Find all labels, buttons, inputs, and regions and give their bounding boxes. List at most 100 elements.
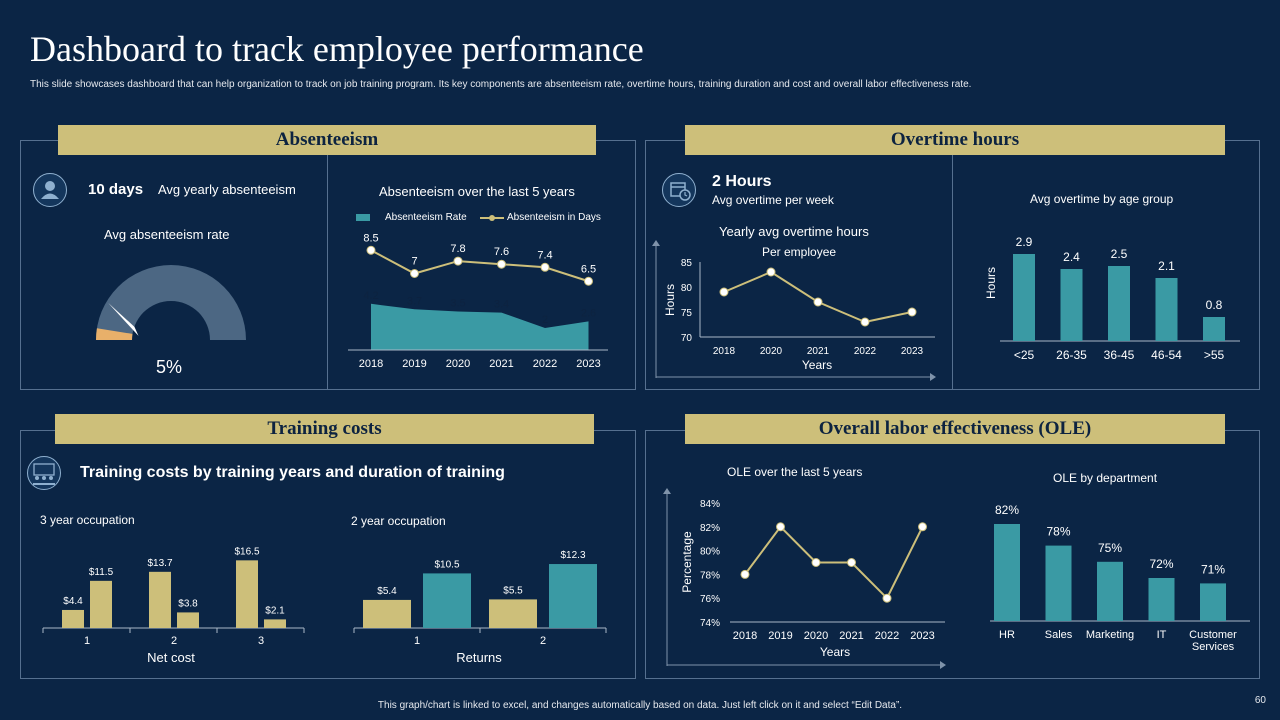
age-bar <box>1203 317 1225 341</box>
age-bar <box>1060 269 1083 341</box>
department-bar <box>1148 578 1175 621</box>
bar-data-label: $3.8 <box>178 598 198 609</box>
page-subtitle: This slide showcases dashboard that can … <box>30 79 972 90</box>
net-cost-chart: $4.4 $11.5 1 $13.7 $3.8 2 $16.5 $2.1 3 Net cost <box>42 546 305 665</box>
absenteeism-chart: 4.2 3.7 3.5 3.4 2 2.6 8.5 7 7.8 7.6 7.4 6.5 2018 2019… <box>348 232 608 370</box>
department-tick-label: HR <box>999 629 1015 641</box>
group-tick-label: 3 <box>258 635 264 647</box>
gauge-needle <box>108 302 139 336</box>
age-bar <box>1108 266 1130 341</box>
absenteeism-banner: Absenteeism <box>58 125 596 155</box>
ole-point <box>740 569 750 579</box>
year-tick-label: 2021 <box>489 358 513 370</box>
training-heading: Training costs by training years and dur… <box>80 464 505 481</box>
group-tick-label: 1 <box>84 635 90 647</box>
absenteeism-days-line <box>370 249 589 283</box>
overtime-bar-title: Avg overtime by age group <box>1030 192 1174 206</box>
days-data-label: 6.5 <box>581 263 596 275</box>
overtime-point <box>766 267 776 277</box>
year-tick-label: 2020 <box>760 346 783 357</box>
y-tick-label: 84% <box>700 499 720 510</box>
rate-data-label: 3.5 <box>450 298 465 310</box>
cost-bar <box>489 599 537 628</box>
bar-data-label: $16.5 <box>234 546 259 557</box>
days-point <box>584 276 593 286</box>
page-title: Dashboard to track employee performance <box>30 29 644 69</box>
department-bar <box>994 524 1020 621</box>
year-tick-label: 2022 <box>875 630 899 642</box>
y-tick-label: 82% <box>700 523 720 534</box>
year-tick-label: 2022 <box>854 346 877 357</box>
year-tick-label: 2019 <box>768 630 792 642</box>
ole-point <box>776 522 785 532</box>
age-tick-label: 26-35 <box>1056 348 1087 362</box>
net-cost-title: 3 year occupation <box>40 513 135 527</box>
department-bar <box>1045 545 1072 621</box>
days-point <box>540 262 550 272</box>
age-tick-label: 36-45 <box>1104 348 1135 362</box>
y-tick-label: 74% <box>700 618 720 629</box>
ole-bar-chart: 82% HR 78% Sales 75% Marketing 72% IT 71% Custome… <box>990 503 1250 653</box>
bar-data-label: $10.5 <box>434 559 459 570</box>
days-data-label: 8.5 <box>363 232 378 244</box>
year-tick-label: 2023 <box>576 358 600 370</box>
bar-data-label: $5.5 <box>503 585 523 596</box>
bar-data-label: 75% <box>1098 541 1122 555</box>
age-tick-label: <25 <box>1014 348 1035 362</box>
cost-bar <box>423 573 471 628</box>
ole-banner: Overall labor effectiveness (OLE) <box>685 414 1225 444</box>
training-banner: Training costs <box>55 414 594 444</box>
cost-bar <box>363 599 411 628</box>
cost-bar <box>177 612 199 628</box>
year-tick-label: 2019 <box>402 358 426 370</box>
rate-data-label: 2.6 <box>581 307 596 319</box>
bar-data-label: 2.5 <box>1111 247 1128 261</box>
absenteeism-divider <box>327 141 328 389</box>
department-tick-label: Customer <box>1189 629 1237 641</box>
bar-data-label: 82% <box>995 503 1019 517</box>
absenteeism-kpi-value: 10 days <box>88 181 144 198</box>
y-axis-arrowhead <box>663 488 671 494</box>
year-tick-label: 2021 <box>839 630 863 642</box>
calendar-clock-icon <box>662 173 696 207</box>
x-axis-title: Years <box>820 645 850 659</box>
bar-data-label: 2.4 <box>1063 250 1080 264</box>
overtime-line <box>723 270 913 324</box>
y-tick-label: 75 <box>681 308 693 319</box>
y-axis-title: Percentage <box>680 531 694 593</box>
year-tick-label: 2020 <box>446 358 470 370</box>
x-axis-title: Years <box>802 358 832 372</box>
footer-note: This graph/chart is linked to excel, and… <box>377 700 903 711</box>
bar-data-label: $5.4 <box>377 586 397 597</box>
bar-data-label: $4.4 <box>63 596 83 607</box>
legend-days-swatch <box>480 215 504 221</box>
days-data-label: 7.4 <box>537 249 552 261</box>
gauge-label: Avg absenteeism rate <box>104 227 230 242</box>
x-axis-title: Net cost <box>147 650 195 665</box>
absenteeism-chart-title: Absenteeism over the last 5 years <box>379 184 575 199</box>
y-tick-label: 76% <box>700 594 720 605</box>
year-tick-label: 2023 <box>910 630 934 642</box>
year-tick-label: 2020 <box>804 630 828 642</box>
age-bar <box>1013 254 1035 341</box>
ole-line <box>744 525 924 600</box>
overtime-kpi-value: 2 Hours <box>712 173 772 190</box>
group-tick-label: 2 <box>171 635 177 647</box>
bar-data-label: 0.8 <box>1206 298 1223 312</box>
legend-rate-label: Absenteeism Rate <box>385 212 467 223</box>
legend-days-label: Absenteeism in Days <box>507 212 601 223</box>
group-tick-label: 1 <box>414 635 420 647</box>
days-point <box>410 269 419 278</box>
cost-bar <box>236 560 258 628</box>
x-axis-arrowhead <box>940 661 946 669</box>
returns-chart: $5.4 $10.5 1 $5.5 $12.3 2 Returns <box>353 550 607 665</box>
age-tick-label: >55 <box>1204 348 1225 362</box>
overtime-point <box>719 287 729 297</box>
overtime-point <box>907 307 917 317</box>
page-number: 60 <box>1254 695 1266 706</box>
absenteeism-kpi-label: Avg yearly absenteeism <box>158 182 296 197</box>
cost-bar <box>62 609 84 628</box>
bar-data-label: 2.9 <box>1016 235 1033 249</box>
rate-data-label: 2 <box>542 314 548 326</box>
gauge-fill <box>96 328 133 340</box>
